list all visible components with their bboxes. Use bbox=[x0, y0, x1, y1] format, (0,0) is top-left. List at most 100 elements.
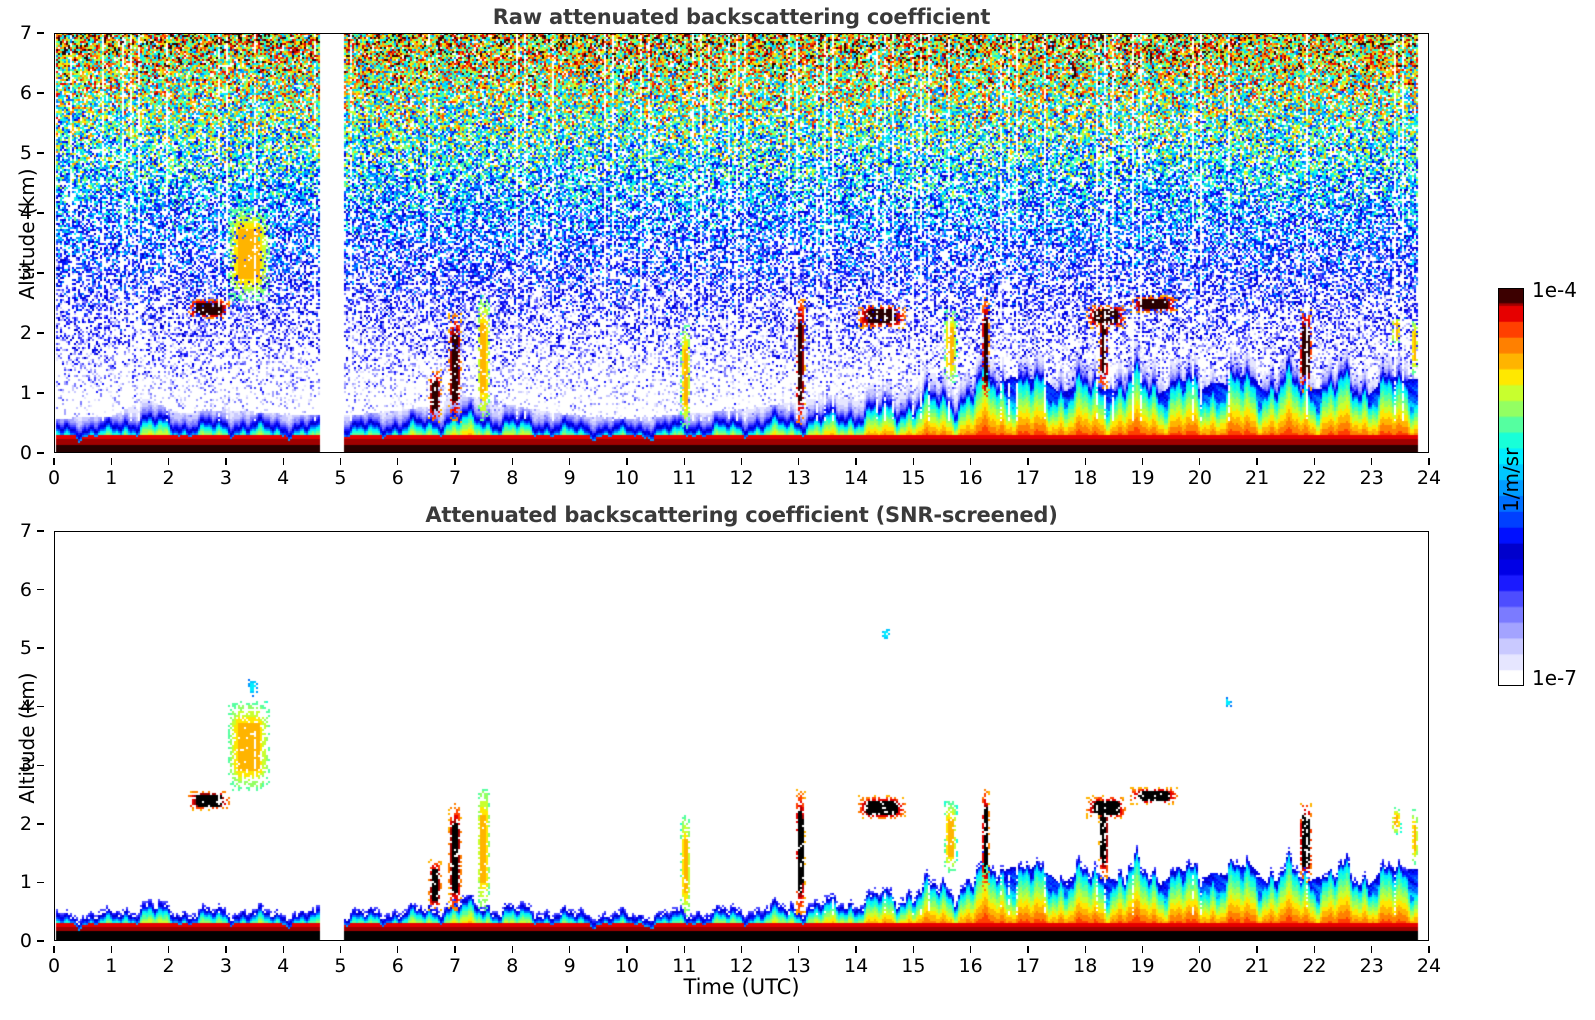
x-tick-mark bbox=[1199, 946, 1201, 953]
x-tick-label: 15 bbox=[901, 467, 926, 489]
colorbar-unit-label: 1/m/sr bbox=[1499, 448, 1523, 512]
x-tick-label: 0 bbox=[47, 467, 61, 489]
x-tick-mark bbox=[282, 458, 284, 465]
x-tick-mark bbox=[282, 946, 284, 953]
x-tick-label: 3 bbox=[219, 955, 232, 977]
y-tick-mark bbox=[37, 530, 44, 532]
x-tick-mark bbox=[1371, 946, 1373, 953]
x-tick-label: 22 bbox=[1302, 955, 1327, 977]
y-tick-label: 0 bbox=[19, 442, 32, 464]
y-tick-mark bbox=[37, 588, 44, 591]
x-tick-mark bbox=[970, 946, 972, 953]
x-tick-mark bbox=[1199, 458, 1201, 465]
y-tick-mark bbox=[37, 823, 44, 825]
x-tick-label: 22 bbox=[1302, 467, 1327, 489]
x-tick-mark bbox=[626, 946, 628, 953]
x-tick-label: 4 bbox=[277, 955, 290, 977]
x-tick-mark bbox=[1428, 946, 1430, 953]
heatmap-panel-screened[interactable] bbox=[54, 531, 1429, 941]
heatmap-image-raw bbox=[54, 33, 1429, 453]
y-tick-label: 3 bbox=[19, 262, 32, 284]
y-tick-mark bbox=[37, 152, 44, 154]
x-tick-mark bbox=[855, 458, 857, 465]
y-tick-mark bbox=[37, 92, 44, 94]
x-tick-mark bbox=[339, 458, 342, 465]
y-tick-mark bbox=[37, 706, 44, 708]
x-tick-label: 19 bbox=[1130, 467, 1155, 489]
x-tick-mark bbox=[1371, 458, 1373, 465]
y-tick-mark bbox=[37, 212, 44, 214]
y-tick-mark bbox=[37, 764, 44, 766]
x-tick-label: 17 bbox=[1015, 467, 1041, 489]
y-tick-mark bbox=[37, 940, 44, 942]
y-tick-label: 1 bbox=[19, 382, 32, 404]
x-tick-label: 13 bbox=[786, 467, 811, 489]
colorbar[interactable] bbox=[1498, 288, 1524, 686]
x-tick-mark bbox=[225, 946, 227, 953]
x-tick-mark bbox=[626, 458, 628, 465]
y-tick-label: 7 bbox=[19, 520, 32, 542]
x-tick-label: 13 bbox=[786, 955, 811, 977]
x-tick-label: 14 bbox=[843, 467, 869, 489]
panel-title-screened: Attenuated backscattering coefficient (S… bbox=[425, 503, 1058, 527]
x-tick-mark bbox=[110, 458, 112, 465]
x-tick-label: 16 bbox=[958, 955, 983, 977]
x-tick-mark bbox=[167, 946, 170, 953]
x-tick-mark bbox=[1084, 458, 1086, 465]
x-tick-label: 20 bbox=[1187, 467, 1212, 489]
y-axis-label-raw: Altitude (km) bbox=[15, 168, 39, 300]
x-tick-mark bbox=[855, 946, 857, 953]
x-tick-label: 15 bbox=[901, 955, 926, 977]
y-tick-mark bbox=[37, 452, 44, 454]
x-tick-mark bbox=[912, 946, 915, 953]
x-tick-mark bbox=[1141, 458, 1144, 465]
y-tick-label: 7 bbox=[19, 22, 32, 44]
x-tick-mark bbox=[1313, 458, 1316, 465]
x-tick-label: 1 bbox=[105, 955, 118, 977]
x-tick-mark bbox=[568, 946, 571, 953]
x-axis-raw: 0 1 2 3 4 5 6 7 8 9 10 11 12 13 14 15 16 17 18 19 20 21 22 23 24 bbox=[48, 458, 1441, 489]
heatmap-panel-raw[interactable] bbox=[54, 33, 1429, 453]
x-tick-mark bbox=[568, 458, 571, 465]
x-tick-label: 19 bbox=[1130, 955, 1155, 977]
x-tick-label: 2 bbox=[162, 467, 175, 489]
x-tick-mark bbox=[1256, 946, 1258, 953]
x-tick-label: 9 bbox=[563, 955, 576, 977]
x-tick-mark bbox=[511, 458, 513, 465]
x-tick-label: 16 bbox=[958, 467, 983, 489]
x-tick-label: 1 bbox=[105, 467, 118, 489]
x-tick-label: 5 bbox=[334, 955, 347, 977]
x-tick-label: 21 bbox=[1245, 955, 1270, 977]
x-tick-mark bbox=[53, 458, 55, 465]
x-tick-label: 18 bbox=[1073, 467, 1098, 489]
x-tick-mark bbox=[454, 946, 456, 953]
x-tick-mark bbox=[397, 458, 399, 465]
x-tick-label: 9 bbox=[563, 467, 576, 489]
x-tick-mark bbox=[740, 458, 743, 465]
x-tick-label: 10 bbox=[614, 467, 639, 489]
x-axis-label: Time (UTC) bbox=[683, 975, 800, 999]
x-axis-screened: 0 1 2 3 4 5 6 7 8 9 10 11 12 13 14 15 16 17 18 19 20 21 22 23 24 bbox=[48, 946, 1441, 977]
x-tick-mark bbox=[1027, 946, 1029, 953]
x-tick-label: 7 bbox=[448, 955, 462, 977]
x-tick-mark bbox=[511, 946, 513, 953]
x-tick-label: 8 bbox=[506, 955, 519, 977]
y-tick-mark bbox=[37, 392, 44, 394]
x-tick-mark bbox=[1313, 946, 1316, 953]
x-tick-mark bbox=[798, 458, 800, 465]
x-tick-label: 8 bbox=[506, 467, 519, 489]
x-tick-label: 23 bbox=[1359, 467, 1384, 489]
y-tick-label: 2 bbox=[19, 812, 32, 835]
x-tick-label: 17 bbox=[1015, 955, 1041, 977]
x-tick-mark bbox=[683, 946, 685, 953]
x-tick-label: 21 bbox=[1245, 467, 1270, 489]
x-tick-label: 7 bbox=[448, 467, 462, 489]
x-tick-label: 2 bbox=[162, 955, 175, 977]
x-tick-label: 10 bbox=[614, 955, 639, 977]
x-tick-mark bbox=[740, 946, 743, 953]
x-tick-mark bbox=[1084, 946, 1086, 953]
x-tick-label: 12 bbox=[729, 467, 754, 489]
x-tick-label: 24 bbox=[1416, 467, 1442, 489]
x-tick-mark bbox=[397, 946, 399, 953]
